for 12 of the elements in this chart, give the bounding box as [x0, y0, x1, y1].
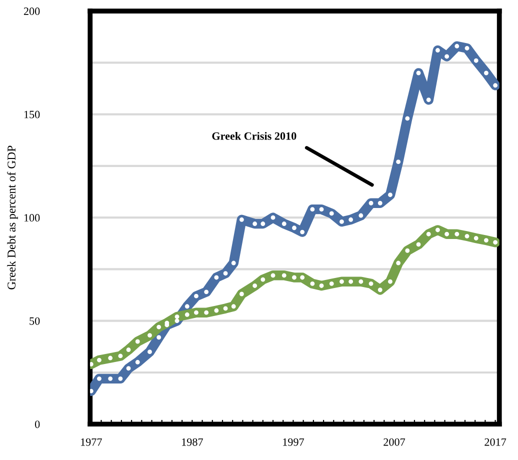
- x-tick-label: 1997: [283, 438, 304, 446]
- y-axis-title: Greek Debt as percent of GDP: [7, 146, 18, 290]
- annotation: Greek Crisis 2010: [212, 132, 296, 140]
- y-tick-label: 0: [35, 420, 40, 428]
- y-tick-label: 50: [30, 317, 40, 325]
- y-tick-label: 150: [24, 110, 40, 118]
- x-tick-label: 1977: [81, 438, 102, 446]
- x-tick-label: 1987: [182, 438, 203, 446]
- y-tick-label: 200: [24, 8, 40, 16]
- x-tick-label: 2017: [484, 438, 506, 446]
- x-tick-label: 2007: [384, 438, 406, 446]
- y-tick-label: 100: [24, 214, 40, 222]
